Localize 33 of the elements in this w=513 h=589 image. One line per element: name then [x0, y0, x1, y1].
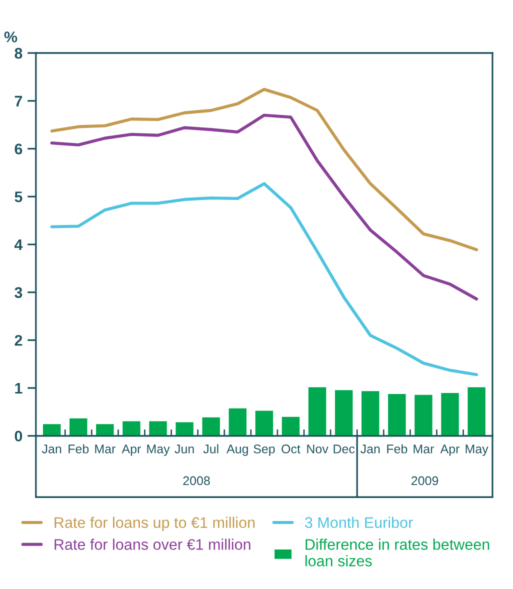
x-tick-label: Mar — [95, 444, 116, 454]
x-tick-label: Oct — [282, 444, 300, 454]
x-tick-label: Feb — [68, 444, 89, 454]
y-tick-label: 0 — [14, 430, 22, 442]
y-tick-label: 4 — [14, 239, 23, 250]
y-tick-label: 1 — [15, 383, 22, 394]
y-tick-label: 8 — [14, 48, 22, 59]
legend-label: 3 Month Euribor — [305, 516, 413, 528]
x-tick-label: Dec — [334, 444, 355, 454]
y-tick-label: 7 — [14, 96, 22, 106]
x-tick-label: Aug — [226, 444, 248, 456]
text: 2008 — [183, 476, 210, 486]
y-tick-label: 3 — [14, 287, 22, 298]
x-tick-label: Feb — [387, 444, 408, 454]
y-axis-title: % — [4, 32, 18, 42]
legend-label: Difference in rates between loan sizes — [305, 538, 490, 566]
x-tick-label: Nov — [307, 444, 328, 454]
x-tick-label: Jun — [174, 444, 194, 454]
x-tick-label: May — [147, 444, 170, 456]
x-tick-label: Jul — [203, 444, 218, 454]
x-tick-label: Jan — [360, 444, 380, 454]
text: 2009 — [412, 476, 438, 486]
x-tick-label: Mar — [414, 444, 434, 454]
legend-label: Rate for loans up to €1 million — [54, 516, 255, 532]
y-tick-label: 2 — [14, 335, 22, 346]
y-tick-label: 5 — [14, 192, 22, 202]
x-tick-label: Jan — [42, 444, 62, 454]
y-tick-label: 6 — [14, 144, 22, 154]
x-tick-label: Apr — [122, 444, 141, 456]
x-tick-label: Sep — [254, 444, 275, 456]
x-tick-label: May — [466, 444, 488, 456]
legend-label: Rate for loans over €1 million — [54, 538, 250, 550]
x-tick-label: Apr — [440, 444, 460, 456]
